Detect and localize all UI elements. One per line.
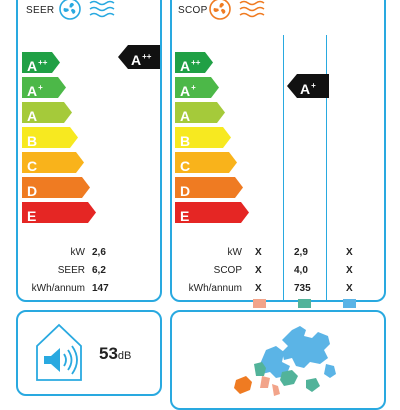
europe-map-icon	[234, 326, 336, 396]
cold-zone-swatch	[343, 299, 356, 308]
seer-seer-value: 6,2	[92, 265, 106, 276]
seer-class-bar: B	[22, 127, 78, 149]
noise-unit: dB	[117, 350, 132, 362]
scop-kw-label: kW	[227, 247, 242, 258]
scop-class-bar: A	[175, 102, 225, 124]
seer-panel	[16, 0, 162, 302]
scop-title: SCOP	[178, 5, 208, 16]
scop-column-divider	[326, 35, 327, 300]
seer-class-bar: A	[22, 102, 72, 124]
speaker-house-icon	[36, 323, 82, 381]
scop-rating-badge: A+	[287, 74, 329, 98]
scop-class-bar: B	[175, 127, 231, 149]
average-zone-swatch	[298, 299, 311, 308]
seer-annual-value: 147	[92, 283, 109, 294]
noise-panel	[16, 310, 162, 396]
scop-average-annual: 735	[294, 283, 311, 294]
seer-class-bar: E	[22, 202, 96, 224]
seer-kw-label: kW	[70, 247, 85, 258]
seer-rating-badge: A++	[118, 45, 160, 69]
scop-class-bar: A++	[175, 52, 213, 74]
scop-scop-label: SCOP	[213, 265, 242, 276]
seer-seer-label: SEER	[57, 265, 85, 276]
seer-annual-label: kWh/annum	[31, 283, 85, 294]
seer-class-bar: A+	[22, 77, 66, 99]
scop-average-scop: 4,0	[294, 265, 308, 276]
scop-class-bar: D	[175, 177, 243, 199]
scop-warm-kw: X	[255, 247, 262, 258]
heat-waves-icon	[239, 0, 265, 18]
seer-class-bar: A++	[22, 52, 60, 74]
fan-icon	[209, 0, 231, 20]
scop-class-bar: E	[175, 202, 249, 224]
scop-warm-annual: X	[255, 283, 262, 294]
scop-cold-annual: X	[346, 283, 353, 294]
seer-class-bar: C	[22, 152, 84, 174]
fan-icon	[59, 0, 81, 20]
scop-class-bar: C	[175, 152, 237, 174]
noise-value: 53	[99, 344, 118, 363]
warm-zone-swatch	[253, 299, 266, 308]
scop-warm-scop: X	[255, 265, 262, 276]
scop-column-divider	[283, 35, 284, 300]
scop-annual-label: kWh/annum	[188, 283, 242, 294]
noise-level: 53dB	[99, 344, 131, 364]
scop-class-bar: A+	[175, 77, 219, 99]
scop-cold-kw: X	[346, 247, 353, 258]
scop-average-kw: 2,9	[294, 247, 308, 258]
scop-panel	[170, 0, 386, 302]
seer-title: SEER	[26, 5, 55, 16]
scop-cold-scop: X	[346, 265, 353, 276]
seer-class-bar: D	[22, 177, 90, 199]
cool-waves-icon	[89, 0, 115, 18]
seer-kw-value: 2,6	[92, 247, 106, 258]
